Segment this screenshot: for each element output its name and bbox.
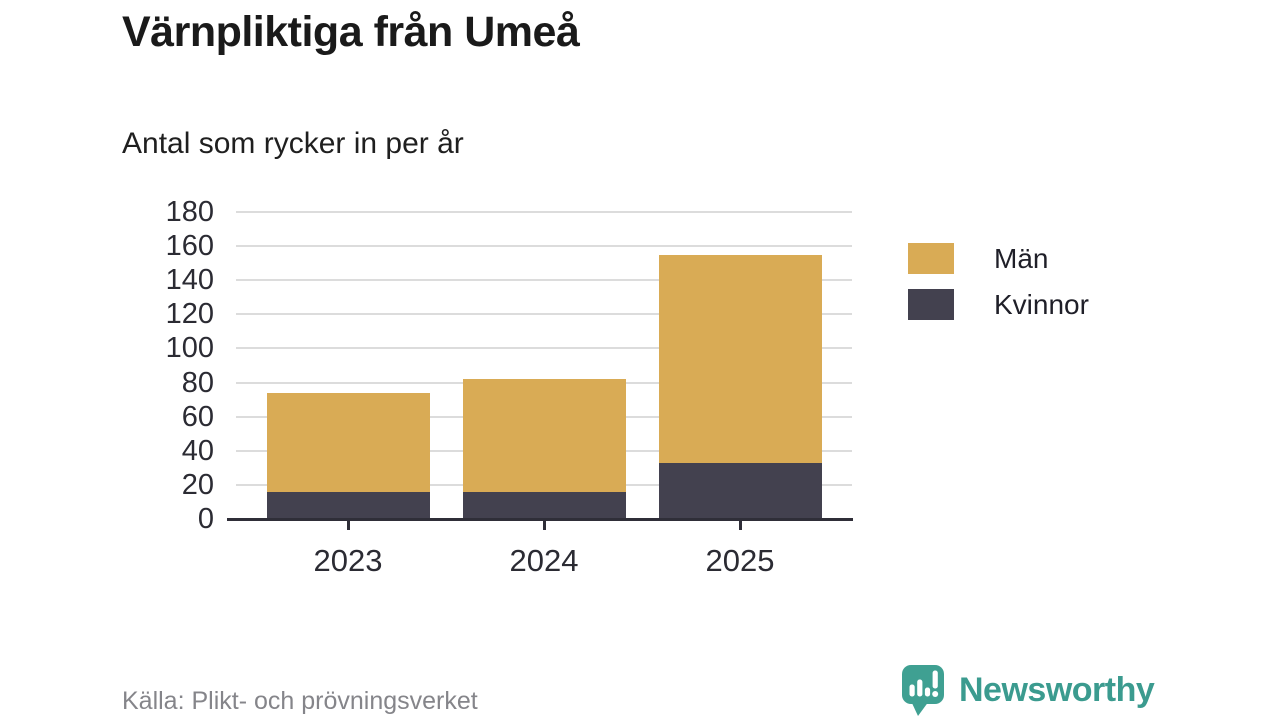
gridline xyxy=(236,245,852,248)
legend-swatch-kvinnor xyxy=(908,289,954,320)
x-axis-line xyxy=(227,518,853,521)
chart-title: Värnpliktiga från Umeå xyxy=(122,8,580,56)
gridline xyxy=(236,347,852,350)
brand-footer: Newsworthy xyxy=(898,663,1155,718)
chart-subtitle: Antal som rycker in per år xyxy=(122,127,464,160)
newsworthy-logo-icon xyxy=(898,663,948,718)
y-axis-tick-label: 120 xyxy=(165,298,214,331)
brand-name: Newsworthy xyxy=(959,671,1155,709)
y-axis-tick-label: 60 xyxy=(181,400,214,433)
y-axis-tick-label: 80 xyxy=(181,366,214,399)
bar-segment-man-2023 xyxy=(266,392,430,492)
legend-label: Män xyxy=(994,242,1049,274)
y-axis-tick-label: 160 xyxy=(165,230,214,263)
x-axis-tick xyxy=(346,521,350,530)
legend-label: Kvinnor xyxy=(994,288,1089,320)
gridline xyxy=(236,279,852,282)
legend-swatch-män xyxy=(908,243,954,274)
bar-segment-man-2025 xyxy=(658,254,822,463)
y-axis-tick-label: 180 xyxy=(165,196,214,228)
bar-segment-man-2024 xyxy=(462,379,626,492)
x-axis-tick xyxy=(738,521,742,530)
legend-item-män: Män xyxy=(908,243,1089,274)
gridline xyxy=(236,211,852,213)
bar-segment-kvinnor-2023 xyxy=(266,491,430,519)
bar-segment-kvinnor-2025 xyxy=(658,462,822,519)
x-axis-tick-label: 2024 xyxy=(509,543,579,578)
y-axis-tick-label: 0 xyxy=(197,503,214,535)
legend: Män Kvinnor xyxy=(908,243,1089,335)
legend-item-kvinnor: Kvinnor xyxy=(908,289,1089,320)
bar-segment-kvinnor-2024 xyxy=(462,491,626,519)
y-axis-tick-label: 20 xyxy=(181,468,214,501)
gridline xyxy=(236,313,852,316)
x-axis-tick xyxy=(542,521,546,530)
plot-area: 0 20 40 60 80 100 120 140 160 180 2023 2024 2025 xyxy=(166,197,853,578)
y-axis-tick-label: 100 xyxy=(165,332,214,365)
x-axis-tick-label: 2025 xyxy=(705,543,775,578)
x-axis-tick-label: 2023 xyxy=(313,543,383,578)
y-axis-tick-label: 40 xyxy=(181,434,214,467)
source-note: Källa: Plikt- och prövningsverket xyxy=(122,687,478,715)
y-axis-tick-label: 140 xyxy=(165,264,214,297)
